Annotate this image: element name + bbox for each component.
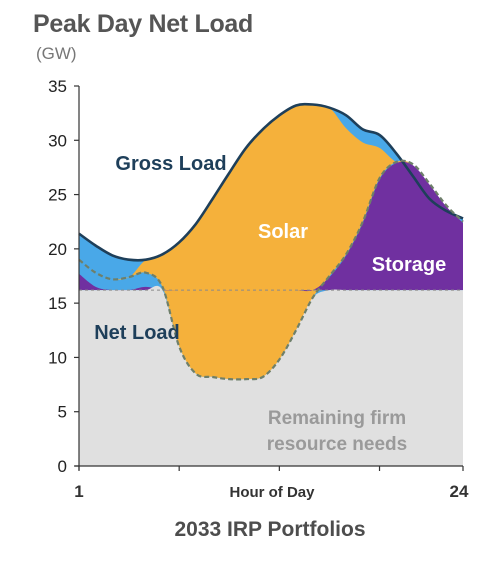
- unit-label: (GW): [36, 44, 77, 63]
- solar-label: Solar: [258, 221, 308, 243]
- y-tick-label: 15: [48, 294, 67, 313]
- gross-load-label: Gross Load: [115, 153, 226, 175]
- x-tick-label-end: 24: [450, 482, 469, 501]
- gross-load-line: [78, 102, 464, 262]
- firm-need-label-line1: Remaining firm: [268, 408, 406, 429]
- x-tick-label-start: 1: [74, 482, 83, 501]
- chart-title: Peak Day Net Load: [33, 10, 253, 38]
- solar-area: [79, 104, 463, 380]
- y-tick-label: 35: [48, 77, 67, 96]
- y-tick-label: 0: [58, 457, 67, 476]
- y-tick-label: 20: [48, 240, 67, 259]
- y-tick-label: 25: [48, 186, 67, 205]
- storage-label: Storage: [372, 254, 446, 276]
- y-tick-label: 5: [58, 403, 67, 422]
- storage-area: [79, 161, 463, 292]
- net-load-label: Net Load: [94, 322, 180, 344]
- firm-need-area: [79, 285, 463, 466]
- y-tick-label: 30: [48, 131, 67, 150]
- chart-caption: 2033 IRP Portfolios: [174, 518, 366, 541]
- x-axis-title: Hour of Day: [229, 484, 315, 501]
- firm-need-label-line2: resource needs: [267, 434, 407, 455]
- net-load-line: [78, 159, 464, 381]
- y-tick-label: 10: [48, 348, 67, 367]
